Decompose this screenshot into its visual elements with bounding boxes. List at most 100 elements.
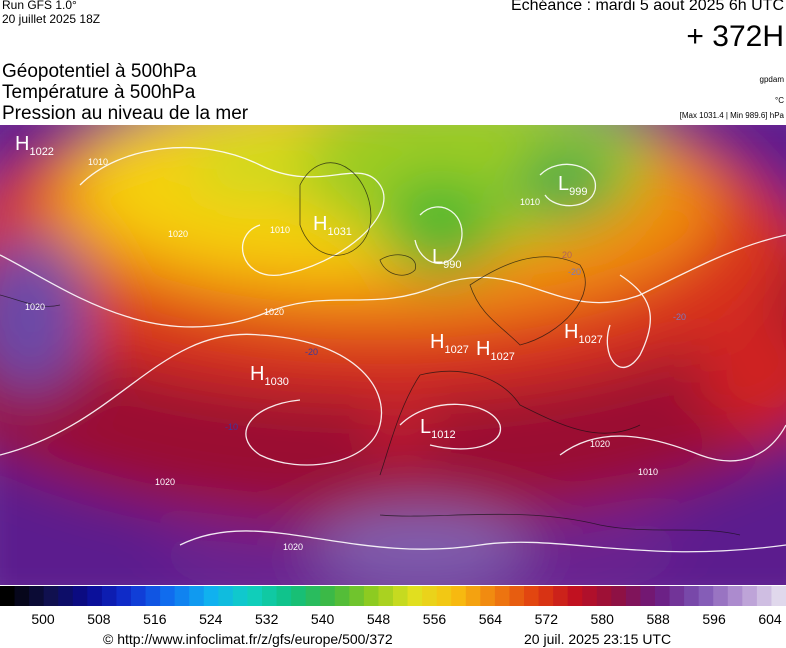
colorbar-swatch [524, 586, 540, 606]
colorbar-swatch [625, 586, 641, 606]
colorbar-tick-label: 588 [646, 611, 670, 626]
run-date: 20 juillet 2025 18Z [2, 12, 101, 26]
map: H1022 H1031 L990 L999 H1027 H1027 H1027 … [0, 125, 786, 585]
colorbar-swatch [58, 586, 74, 606]
pressure-center: H1031 [313, 213, 352, 238]
colorbar-swatch [116, 586, 132, 606]
center-value: 1027 [578, 334, 602, 346]
colorbar-swatch [262, 586, 278, 606]
colorbar-swatch [363, 586, 379, 606]
run: Run GFS 1.0° [2, 0, 77, 12]
colorbar-swatch [713, 586, 729, 606]
colorbar-swatch [14, 586, 30, 606]
unit: °C [775, 96, 784, 105]
contour-label: 1010 [638, 467, 658, 477]
colorbar-swatch [349, 586, 365, 606]
center-type: L [432, 246, 443, 268]
colorbar-swatch [131, 586, 147, 606]
colorbar-swatch [305, 586, 321, 606]
center-value: 1022 [29, 146, 53, 158]
colorbar-swatch [72, 586, 88, 606]
colorbar-tick-label: 548 [367, 611, 391, 626]
pressure-center: H1027 [476, 338, 515, 363]
contour-label: -20 [568, 267, 581, 277]
unit: gpdam [759, 75, 784, 84]
colorbar-swatch [567, 586, 583, 606]
colorbar-swatch [509, 586, 525, 606]
pressure-center: L999 [558, 173, 587, 198]
colorbar-swatch [655, 586, 671, 606]
center-value: 1012 [431, 429, 455, 441]
colorbar-swatch [669, 586, 685, 606]
colorbar-swatch [145, 586, 161, 606]
contour-label: -20 [673, 312, 686, 322]
center-value: 1027 [444, 344, 468, 356]
colorbar-tick-label: 580 [591, 611, 615, 626]
layer: Pression au niveau de la mer [2, 103, 249, 124]
center-value: 1031 [327, 226, 351, 238]
contour-label: 1010 [270, 225, 290, 235]
colorbar-swatch [436, 586, 452, 606]
colorbar-tick-label: 540 [311, 611, 335, 626]
pressure-center: L1012 [420, 416, 456, 441]
layer: Température à 500hPa [2, 82, 196, 103]
colorbar-tick-label: 604 [758, 611, 782, 626]
colorbar-swatch [291, 586, 307, 606]
contour-label: 1010 [520, 197, 540, 207]
center-type: H [476, 338, 490, 360]
colorbar-swatch [189, 586, 205, 606]
pressure-center: H1027 [430, 331, 469, 356]
colorbar-swatch [742, 586, 758, 606]
colorbar-swatch [451, 586, 467, 606]
contour-label: -10 [225, 422, 238, 432]
contour-label: 1020 [590, 439, 610, 449]
contour-label: 1020 [25, 302, 45, 312]
colorbar-swatch [29, 586, 45, 606]
colorbar-tick-label: 572 [535, 611, 559, 626]
colorbar-swatch [320, 586, 336, 606]
center-value: 999 [569, 186, 587, 198]
pressure-center: H1027 [564, 321, 603, 346]
contour-label: 1020 [155, 477, 175, 487]
colorbar-tick-label: 524 [199, 611, 223, 626]
colorbar-swatch [611, 586, 627, 606]
colorbar-swatch [87, 586, 103, 606]
center-type: H [430, 331, 444, 353]
colorbar-tick-label: 556 [423, 611, 447, 626]
colorbar-swatch [771, 586, 786, 606]
colorbar-tick-label: 596 [702, 611, 726, 626]
colorbar-swatch [596, 586, 612, 606]
center-type: H [15, 133, 29, 155]
colorbar-swatch [276, 586, 292, 606]
colorbar-swatch [582, 586, 598, 606]
colorbar-swatch [378, 586, 394, 606]
unit: [Max 1031.4 | Min 989.6] hPa [679, 111, 784, 120]
contour-label: 1020 [168, 229, 188, 239]
colorbar-swatch [422, 586, 438, 606]
colorbar-swatch [553, 586, 569, 606]
colorbar-tick-label: 532 [255, 611, 279, 626]
colorbar-swatch [407, 586, 423, 606]
colorbar-swatch [247, 586, 263, 606]
colorbar-tick-label: 564 [479, 611, 503, 626]
colorbar-swatch [538, 586, 554, 606]
colorbar-swatch [43, 586, 59, 606]
colorbar-swatch [393, 586, 409, 606]
colorbar-swatch [727, 586, 743, 606]
source: © http://www.infoclimat.fr/z/gfs/europe/… [103, 631, 393, 647]
colorbar-swatch [232, 586, 248, 606]
colorbar-swatch [174, 586, 190, 606]
contour-label: 1010 [88, 157, 108, 167]
pressure-center: H1030 [250, 363, 289, 388]
pressure-center: L990 [432, 246, 461, 271]
colorbar-swatch [640, 586, 656, 606]
colorbar-swatch [101, 586, 117, 606]
colorbar-swatch [698, 586, 714, 606]
colorbar-tick-label: 508 [87, 611, 111, 626]
center-type: L [558, 173, 569, 195]
valid-time: Echéance : mardi 5 aout 2025 6h UTC [510, 0, 784, 14]
center-type: L [420, 416, 431, 438]
colorbar-swatch [203, 586, 219, 606]
colorbar-tick-label: 516 [143, 611, 167, 626]
